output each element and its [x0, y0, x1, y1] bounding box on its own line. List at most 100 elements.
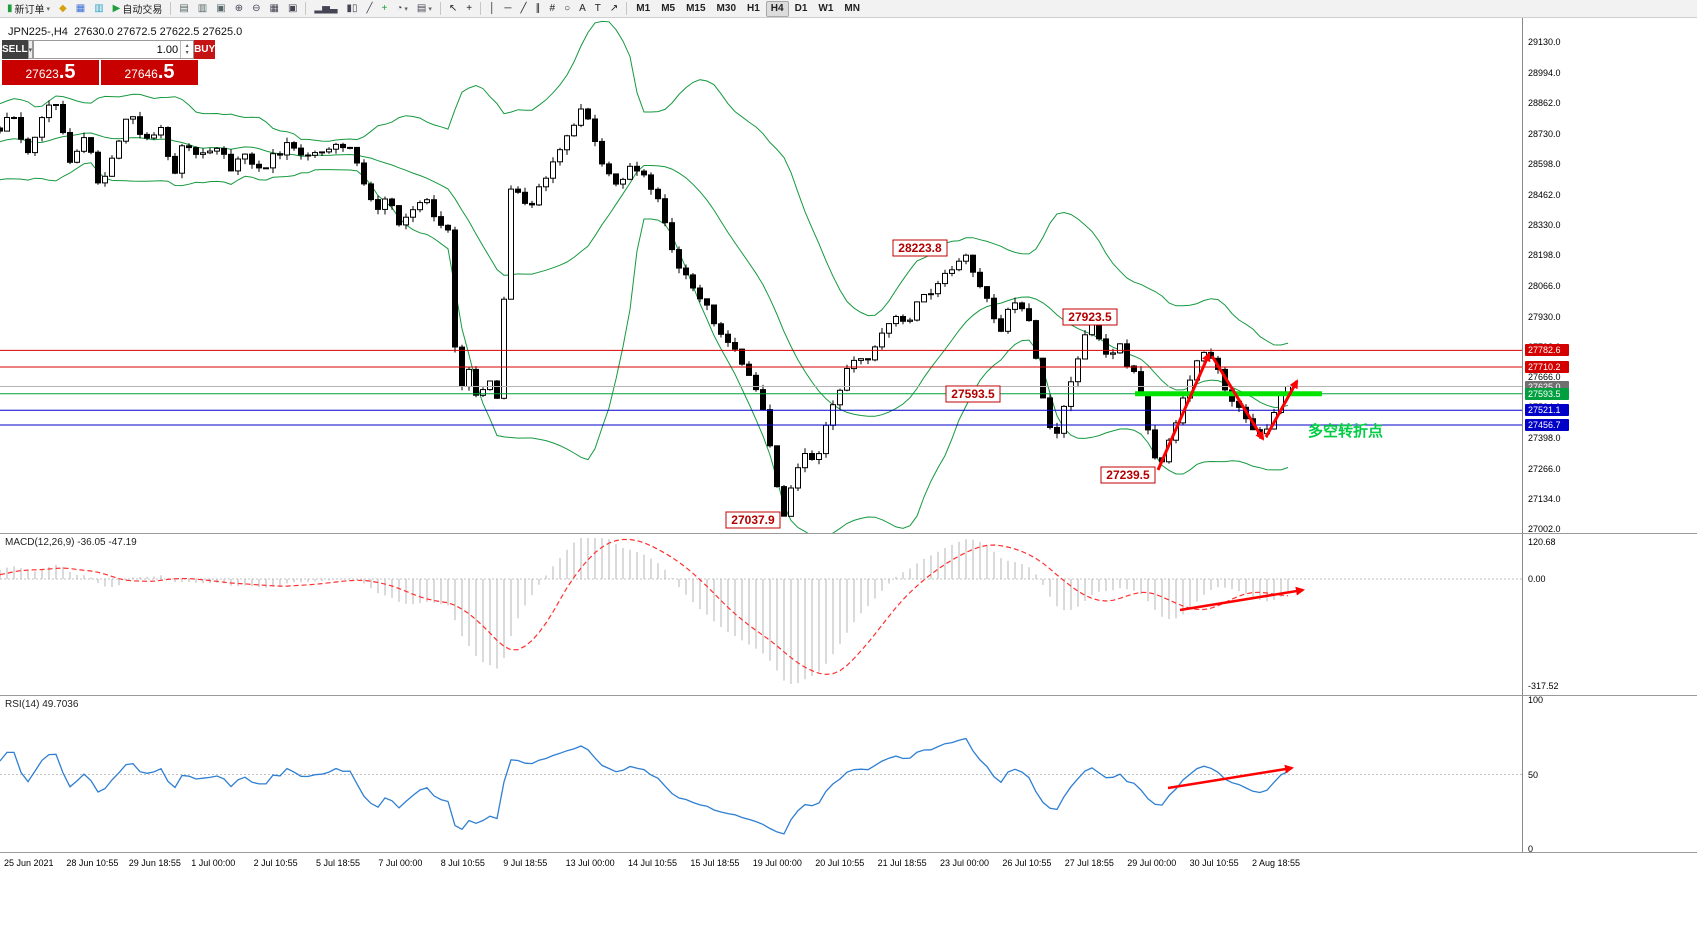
time-axis-label: 21 Jul 18:55: [877, 858, 927, 868]
strategy-tester-button[interactable]: ▣: [212, 1, 229, 17]
chevron-down-icon: ▾: [28, 46, 33, 54]
navigator-button[interactable]: ▥: [194, 1, 211, 17]
timeframe-m1-button[interactable]: M1: [631, 1, 655, 17]
vertical-line-button[interactable]: │: [485, 1, 499, 17]
price-callout[interactable]: 27239.5: [1100, 466, 1156, 484]
buy-price-prefix: 27646: [124, 67, 158, 81]
price-tag: 27456.7: [1525, 419, 1569, 431]
add-indicator-button-icon: +: [381, 2, 388, 14]
price-callout[interactable]: 27593.5: [945, 385, 1001, 403]
toolbar-separator: [439, 2, 441, 15]
toolbar: ▮ 新订单 ▾ ◆ ▦ ▥ ▶ 自动交易 ▤ ▥ ▣ ⊕ ⊖ ▦ ▣ ▂▅▃ ▮▯ ╱ + ◔ ▾ ▤ ▾ ↖ + │ ─ ╱ ∥ # ○ A…: [0, 0, 1697, 18]
autotrading-button-label: 自动交易: [122, 5, 163, 16]
svg-text:27923.5: 27923.5: [1068, 310, 1112, 324]
rsi-arrow[interactable]: [1167, 764, 1294, 790]
timeframe-m30-button-label: M30: [716, 3, 736, 14]
time-axis-label: 28 Jun 10:55: [66, 858, 119, 868]
candlestick-type-button[interactable]: ▮▯: [342, 1, 361, 17]
time-axis[interactable]: 25 Jun 2021 28 Jun 10:55 29 Jun 18:55 1 Jul…: [0, 852, 1697, 938]
time-axis-label: 2 Aug 18:55: [1252, 858, 1301, 868]
trendline-button[interactable]: ╱: [516, 1, 530, 17]
timeframe-m5-button[interactable]: M5: [656, 1, 680, 17]
grid-button[interactable]: ▦: [265, 1, 282, 17]
rsi-axis-value: 0: [1528, 844, 1534, 854]
price-tick: 29130.0: [1528, 37, 1561, 47]
data-window-button[interactable]: ▥: [90, 1, 107, 17]
timeframe-m30-button[interactable]: M30: [712, 1, 741, 17]
buy-button[interactable]: BUY: [194, 40, 216, 59]
timeframe-mn-button[interactable]: MN: [839, 1, 865, 17]
fibonacci-button[interactable]: #: [546, 1, 560, 17]
timeframe-d1-button[interactable]: D1: [790, 1, 813, 17]
autotrading-button[interactable]: ▶ 自动交易: [109, 1, 167, 17]
horizontal-lines[interactable]: [0, 349, 1522, 426]
autotrading-button-icon: ▶: [112, 2, 121, 14]
navigator-button-icon: ▥: [197, 2, 208, 14]
sell-button[interactable]: SELL: [2, 40, 28, 59]
cursor-button[interactable]: ↖: [445, 1, 461, 17]
terminal-button[interactable]: ▤: [175, 1, 192, 17]
line-chart-type-button[interactable]: ╱: [362, 1, 376, 17]
text-button-icon: A: [579, 2, 586, 14]
volume-stepper[interactable]: ▴ ▾: [180, 41, 193, 58]
new-order-button[interactable]: ▮ 新订单 ▾: [3, 1, 54, 17]
volume-input[interactable]: [34, 41, 181, 58]
time-axis-label: 26 Jul 10:55: [1002, 858, 1052, 868]
spin-up-icon: ▴: [185, 42, 189, 49]
indicators-button-icon: ◆: [59, 2, 67, 14]
tile-windows-button[interactable]: ▣: [284, 1, 301, 17]
trend-arrow[interactable]: [1264, 379, 1299, 438]
price-callout[interactable]: 27923.5: [1062, 308, 1118, 326]
zoom-out-button[interactable]: ⊖: [248, 1, 264, 17]
timeframe-m15-button-label: M15: [686, 3, 706, 14]
buy-price[interactable]: 27646.5: [101, 60, 198, 85]
main-chart-panel: 28223.8 27923.5 27593.5 27239.5 27037.9 多空转折点…: [0, 18, 1697, 534]
add-indicator-button[interactable]: +: [378, 1, 392, 17]
zoom-in-button[interactable]: ⊕: [231, 1, 247, 17]
indicators-button[interactable]: ◆: [55, 1, 71, 17]
price-callout[interactable]: 28223.8: [892, 239, 948, 257]
horizontal-line-button[interactable]: ─: [500, 1, 515, 17]
period-button[interactable]: ◔ ▾: [392, 1, 412, 17]
arrow-tool-button[interactable]: ↗: [606, 1, 622, 17]
period-button-icon: ◔: [396, 2, 403, 14]
rsi-chart[interactable]: [0, 696, 1522, 853]
time-axis-label: 8 Jul 10:55: [440, 858, 485, 868]
timeframe-h4-button-label: H4: [770, 3, 784, 14]
price-callout[interactable]: 27037.9: [725, 511, 781, 529]
crosshair-button[interactable]: +: [462, 1, 476, 17]
price-tick: 27666.0: [1528, 372, 1561, 383]
turning-point-note[interactable]: 多空转折点: [1308, 422, 1383, 440]
sell-price-big: .5: [58, 61, 76, 83]
bar-chart-type-button[interactable]: ▂▅▃: [310, 1, 341, 17]
timeframe-mn-button-label: MN: [844, 3, 860, 14]
time-axis-label: 15 Jul 18:55: [690, 858, 740, 868]
price-chart[interactable]: 28223.8 27923.5 27593.5 27239.5 27037.9 多空转折点: [0, 18, 1522, 533]
template-button[interactable]: ▤ ▾: [413, 1, 436, 17]
macd-arrow[interactable]: [1179, 586, 1305, 612]
shapes-button[interactable]: ○: [560, 1, 574, 17]
svg-text:28223.8: 28223.8: [898, 241, 942, 255]
channel-button[interactable]: ∥: [532, 1, 545, 17]
timeframe-h1-button[interactable]: H1: [742, 1, 765, 17]
market-watch-button[interactable]: ▦: [72, 1, 89, 17]
price-tick: 27398.0: [1528, 433, 1561, 444]
sell-price[interactable]: 27623.5: [2, 60, 99, 85]
time-axis-label: 20 Jul 10:55: [815, 858, 865, 868]
macd-chart[interactable]: [0, 534, 1522, 696]
price-axis[interactable]: 29130.0 28994.0 28862.0 28730.0 28598.0 28462…: [1522, 18, 1696, 534]
order-type-dropdown[interactable]: ▾: [27, 40, 34, 59]
text-button[interactable]: A: [575, 1, 590, 17]
time-axis-label: 2 Jul 10:55: [253, 858, 298, 868]
label-button[interactable]: T: [591, 1, 605, 17]
trend-arrow[interactable]: [1210, 355, 1265, 441]
macd-signal-line: [0, 538, 1289, 676]
price-tick: 28198.0: [1528, 250, 1561, 261]
price-tick: 28598.0: [1528, 158, 1561, 169]
trend-arrow[interactable]: [1156, 352, 1211, 471]
price-tick: 28730.0: [1528, 128, 1561, 139]
timeframe-m15-button[interactable]: M15: [681, 1, 710, 17]
timeframe-w1-button[interactable]: W1: [813, 1, 838, 17]
svg-text:27037.9: 27037.9: [731, 513, 775, 527]
timeframe-h4-button[interactable]: H4: [765, 0, 789, 17]
